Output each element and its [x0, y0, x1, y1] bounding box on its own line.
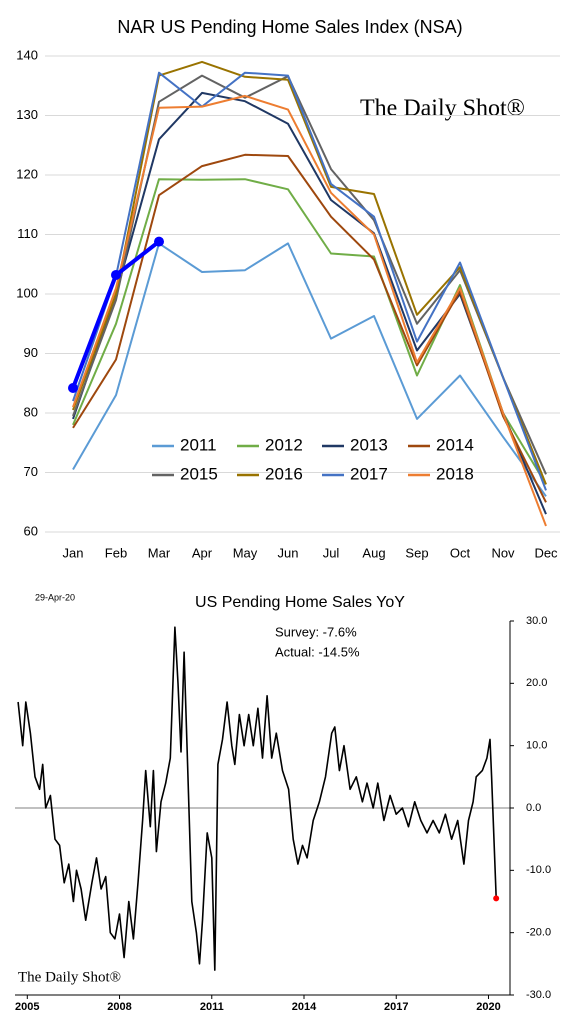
- y-tick-label: 140: [16, 47, 38, 62]
- x-tick-label: May: [233, 545, 258, 560]
- x-tick-label: Sep: [405, 545, 428, 560]
- y-tick-label: 60: [24, 523, 38, 538]
- x-tick-label: Apr: [192, 545, 213, 560]
- y-tick-label: 10.0: [526, 740, 547, 752]
- x-tick-label: Mar: [148, 545, 171, 560]
- legend-label: 2017: [350, 464, 388, 483]
- point: [154, 236, 164, 247]
- y-tick-label: 20.0: [526, 677, 547, 689]
- legend-label: 2013: [350, 435, 388, 454]
- x-tick-label: Nov: [491, 545, 515, 560]
- chart-title: NAR US Pending Home Sales Index (NSA): [117, 17, 462, 37]
- series-line: [72, 60, 547, 485]
- series-line: [72, 242, 547, 497]
- x-tick-label: Jul: [323, 545, 340, 560]
- x-tick-label: 2005: [15, 1001, 39, 1013]
- x-tick-label: Dec: [534, 545, 558, 560]
- watermark: The Daily Shot®: [18, 969, 121, 985]
- point: [111, 269, 121, 280]
- y-tick-label: 0.0: [526, 802, 541, 814]
- y-tick-label: -10.0: [526, 864, 551, 876]
- series-line: [17, 626, 497, 971]
- y-tick-label: 100: [16, 285, 38, 300]
- x-tick-label: Oct: [450, 545, 471, 560]
- watermark: The Daily Shot®: [360, 96, 525, 122]
- y-tick-label: 80: [24, 404, 38, 419]
- series-line: [72, 94, 547, 527]
- legend-label: 2015: [180, 464, 218, 483]
- legend-label: 2012: [265, 435, 303, 454]
- date-label: 29-Apr-20: [35, 592, 75, 602]
- legend-label: 2018: [436, 464, 474, 483]
- x-tick-label: 2020: [476, 1001, 500, 1013]
- y-tick-label: 120: [16, 166, 38, 181]
- chart-title: US Pending Home Sales YoY: [195, 594, 405, 611]
- y-tick-label: -20.0: [526, 927, 551, 939]
- x-tick-label: 2014: [292, 1001, 317, 1013]
- annotation: Actual: -14.5%: [275, 644, 360, 659]
- y-tick-label: 110: [17, 226, 38, 241]
- last-point: [493, 895, 500, 902]
- x-tick-label: Jan: [63, 545, 84, 560]
- x-tick-label: Feb: [105, 545, 127, 560]
- x-tick-label: 2011: [200, 1001, 224, 1013]
- legend-label: 2014: [436, 435, 474, 454]
- legend-label: 2011: [180, 435, 217, 454]
- annotation: Survey: -7.6%: [275, 624, 357, 639]
- y-tick-label: -30.0: [526, 989, 551, 1001]
- x-tick-label: Jun: [278, 545, 299, 560]
- y-tick-label: 30.0: [526, 615, 547, 627]
- x-tick-label: 2008: [107, 1001, 131, 1013]
- y-tick-label: 90: [24, 345, 38, 360]
- point: [68, 383, 78, 394]
- y-tick-label: 70: [24, 464, 38, 479]
- legend-label: 2016: [265, 464, 303, 483]
- y-tick-label: 130: [16, 107, 38, 122]
- x-tick-label: 2017: [384, 1001, 408, 1013]
- series-line: [72, 71, 547, 491]
- x-tick-label: Aug: [362, 545, 385, 560]
